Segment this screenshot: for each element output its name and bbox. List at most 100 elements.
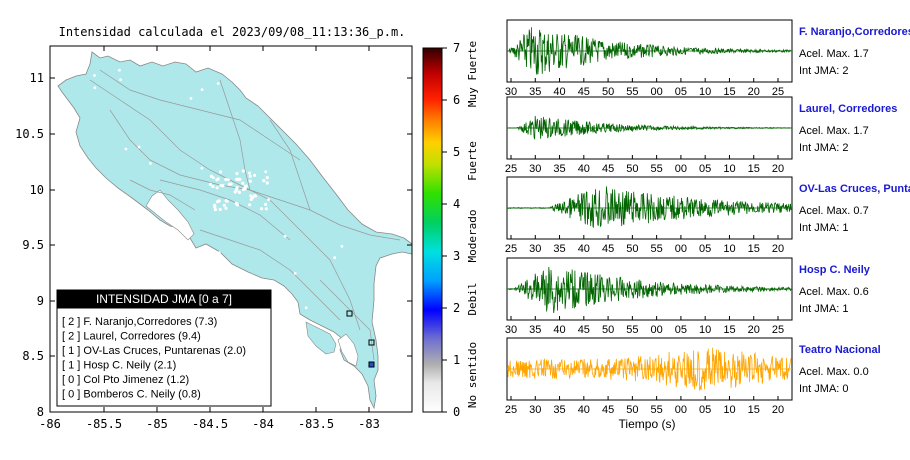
town-dot	[137, 145, 141, 149]
town-dot	[87, 161, 91, 164]
legend-body	[56, 307, 272, 407]
seismogram-tick-label: 30	[505, 86, 517, 98]
town-dot	[248, 203, 252, 207]
intensity-colorbar: 0 1 2 3 4 5 6 7 No sentido Debil Moderado Fuerte Mu…	[422, 41, 479, 419]
colorbar-tick-label: 0	[453, 405, 460, 419]
town-dot	[255, 91, 259, 94]
station-int-jma: Int JMA: 1	[799, 222, 849, 234]
seismogram-tick-label: 35	[553, 243, 565, 255]
seismogram-tick-label: 35	[553, 404, 565, 416]
town-dot	[218, 207, 222, 211]
seismogram-tick-label: 15	[723, 86, 735, 98]
town-dot	[333, 256, 337, 260]
town-dot	[305, 104, 309, 107]
town-dot	[71, 265, 74, 268]
road	[219, 79, 251, 191]
town-dot	[93, 74, 96, 77]
colorbar-tick-label: 3	[453, 249, 460, 263]
colorbar-category-label: Debil	[466, 282, 479, 315]
town-dot	[265, 176, 269, 180]
colorbar-category-label: No sentido	[466, 342, 479, 408]
map-x-tick-label: -83.5	[298, 417, 334, 431]
town-dot	[250, 196, 254, 200]
town-dot	[200, 166, 204, 170]
town-dot	[243, 187, 247, 191]
town-dot	[224, 177, 228, 182]
seismogram-tick-label: 15	[748, 404, 760, 416]
seismogram-panel: 30 35 40 45 50 55 00 05 10 15 20 25 Hosp C. Neily Ace…	[505, 257, 871, 336]
seismogram-tick-label: 10	[723, 163, 735, 175]
colorbar-labels: No sentido Debil Moderado Fuerte Muy Fuerte	[466, 41, 479, 408]
town-dot	[271, 112, 275, 116]
town-dot	[212, 176, 215, 180]
town-dot	[262, 179, 266, 183]
town-dot	[304, 306, 308, 310]
map-x-tick-label: -83	[358, 417, 380, 431]
seismogram-tick-label: 00	[675, 243, 687, 255]
map-frame	[49, 45, 413, 413]
map-x-tick-label: -84.5	[192, 417, 228, 431]
seismogram-tick-label: 00	[675, 404, 687, 416]
seismogram-panel: 25 30 35 40 45 50 55 00 05 10 15 20 Teatro Nacional A…	[505, 337, 881, 416]
seismogram-trace	[507, 347, 792, 392]
seismogram-tick-label: 50	[626, 243, 638, 255]
seismogram-tick-label: 25	[505, 404, 517, 416]
town-dot	[227, 178, 230, 182]
station-acel-max: Acel. Max. 1.7	[799, 48, 869, 60]
legend-rows: [ 2 ] F. Naranjo,Corredores (7.3) [ 2 ] L…	[62, 316, 246, 401]
station-name: Laurel, Corredores	[799, 103, 897, 115]
town-dot	[241, 181, 245, 185]
seismogram-tick-label: 50	[626, 404, 638, 416]
time-axis-label: Tiempo (s)	[619, 417, 676, 431]
town-dot	[211, 184, 215, 189]
seismogram-tick-label: 05	[675, 86, 687, 98]
town-dot	[200, 88, 204, 91]
town-dot	[204, 260, 207, 264]
map-title: Intensidad calculada el 2023/09/08_11:13…	[59, 25, 406, 39]
colorbar-gradient	[422, 47, 443, 413]
town-dot	[253, 173, 257, 177]
town-dot	[264, 202, 268, 206]
town-dot	[149, 162, 152, 165]
seismogram-tick-label: 40	[578, 163, 590, 175]
road	[99, 69, 301, 161]
town-dot	[264, 207, 268, 211]
seismogram-panel: 25 30 35 40 45 50 55 00 05 10 15 20 Laurel, Corredor…	[505, 96, 897, 175]
legend-row: [ 0 ] Bomberos C. Neily (0.8)	[62, 389, 201, 401]
station-int-jma: Int JMA: 2	[799, 65, 849, 77]
colorbar-category-label: Moderado	[466, 210, 479, 263]
seismogram-tick-label: 20	[772, 163, 784, 175]
colorbar-tick-label: 6	[453, 93, 460, 107]
colorbar-tick-label: 7	[453, 41, 460, 55]
seismogram-tick-label: 45	[602, 404, 614, 416]
road	[129, 179, 196, 211]
seismogram-tick-label: 35	[529, 324, 541, 336]
town-dot	[259, 284, 262, 288]
colorbar-tick-label: 4	[453, 197, 460, 211]
town-dot	[227, 182, 231, 186]
town-dot	[235, 186, 239, 190]
town-dot	[235, 203, 239, 207]
map-x-tick-label: -85	[146, 417, 168, 431]
station-name: F. Naranjo,Corredores	[799, 26, 910, 38]
seismogram-tick-label: 00	[651, 324, 663, 336]
seismogram-tick-label: 55	[651, 404, 663, 416]
seismogram-tick-label: 45	[578, 324, 590, 336]
town-dot	[241, 169, 245, 173]
seismogram-tick-label: 55	[626, 86, 638, 98]
seismogram-tick-label: 30	[529, 163, 541, 175]
seismogram-panel: 25 30 35 40 45 50 55 00 05 10 15 20 OV-Las Cruces, P…	[505, 176, 910, 255]
costa-rica-landmass	[57, 51, 413, 410]
station-marker	[368, 339, 375, 346]
seismogram-tick-label: 35	[529, 86, 541, 98]
town-dot	[222, 203, 226, 207]
seismogram-tick-label: 50	[602, 86, 614, 98]
seismogram-tick-label: 40	[553, 324, 565, 336]
town-dot	[219, 170, 223, 174]
seismogram-trace	[507, 115, 792, 140]
town-dot	[77, 224, 81, 228]
seismogram-tick-label: 50	[626, 163, 638, 175]
seismogram-tick-label: 30	[529, 404, 541, 416]
town-dot	[293, 272, 297, 275]
town-dot	[283, 234, 287, 238]
